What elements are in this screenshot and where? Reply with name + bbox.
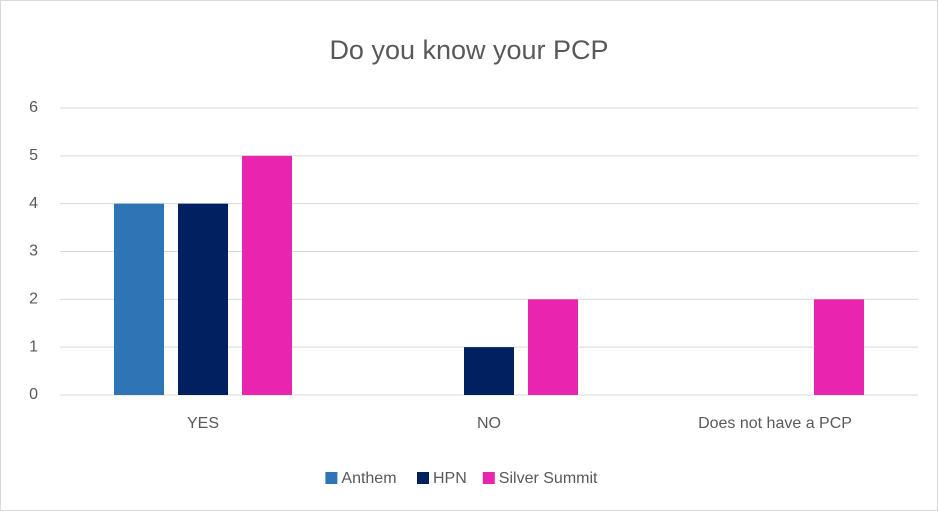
y-tick-label: 6 xyxy=(29,99,38,116)
legend-label: HPN xyxy=(433,470,467,487)
legend-swatch xyxy=(325,472,338,484)
x-tick-label: YES xyxy=(187,415,219,432)
x-tick-label: Does not have a PCP xyxy=(698,415,852,432)
legend-label: Anthem xyxy=(341,470,396,487)
y-tick-label: 0 xyxy=(29,386,38,403)
bar xyxy=(464,347,514,395)
bar xyxy=(242,155,292,395)
y-tick-label: 5 xyxy=(29,147,38,164)
y-tick-label: 1 xyxy=(29,338,38,355)
bar xyxy=(528,299,578,395)
y-tick-label: 3 xyxy=(29,243,38,260)
legend-label: Silver Summit xyxy=(499,470,598,487)
bar xyxy=(178,203,228,395)
legend-swatch xyxy=(482,472,495,484)
y-tick-label: 2 xyxy=(29,291,38,308)
legend-swatch xyxy=(417,472,429,484)
bar xyxy=(814,299,864,395)
y-tick-label: 4 xyxy=(29,195,38,212)
chart-title: Do you know your PCP xyxy=(329,35,608,65)
bar xyxy=(114,203,164,395)
x-tick-label: NO xyxy=(477,415,501,432)
